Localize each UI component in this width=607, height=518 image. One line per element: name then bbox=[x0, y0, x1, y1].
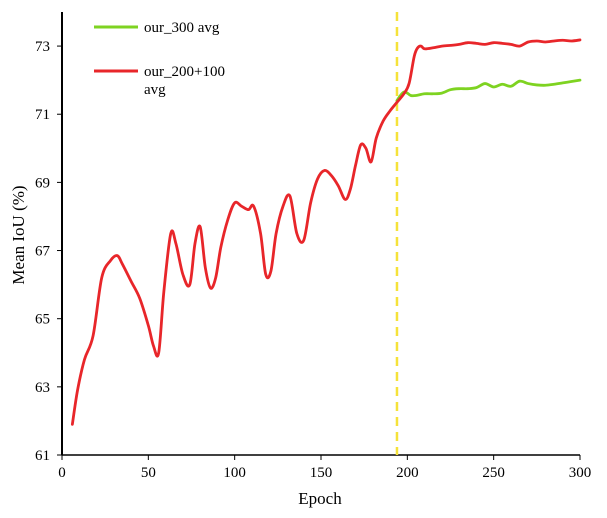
x-tick-label: 300 bbox=[569, 465, 592, 481]
series-line-0 bbox=[395, 78, 582, 102]
x-tick-label: 100 bbox=[223, 465, 246, 481]
chart-legend: our_300 avg our_200+100 avg bbox=[94, 20, 225, 98]
chart-series bbox=[70, 38, 582, 426]
x-tick-label: 250 bbox=[482, 465, 505, 481]
x-tick-label: 150 bbox=[310, 465, 333, 481]
y-tick-label: 71 bbox=[35, 107, 50, 123]
chart-axes bbox=[61, 12, 580, 456]
chart-ticks: 61 63 65 67 69 71 73 0 50 100 150 200 250 300 bbox=[35, 39, 591, 481]
y-tick-label: 69 bbox=[35, 175, 50, 191]
series-line-1 bbox=[70, 38, 582, 426]
x-axis-label: Epoch bbox=[298, 489, 342, 508]
x-tick-label: 50 bbox=[141, 465, 156, 481]
y-tick-label: 73 bbox=[35, 39, 50, 55]
y-tick-label: 67 bbox=[35, 244, 51, 260]
legend-label-0: our_300 avg bbox=[144, 20, 220, 36]
x-tick-label: 200 bbox=[396, 465, 419, 481]
x-tick-label: 0 bbox=[58, 465, 66, 481]
legend-label-1: our_200+100 avg bbox=[144, 64, 225, 98]
y-tick-label: 61 bbox=[35, 448, 50, 464]
y-tick-label: 65 bbox=[35, 312, 50, 328]
y-tick-label: 63 bbox=[35, 380, 50, 396]
y-axis-label: Mean IoU (%) bbox=[9, 185, 28, 284]
